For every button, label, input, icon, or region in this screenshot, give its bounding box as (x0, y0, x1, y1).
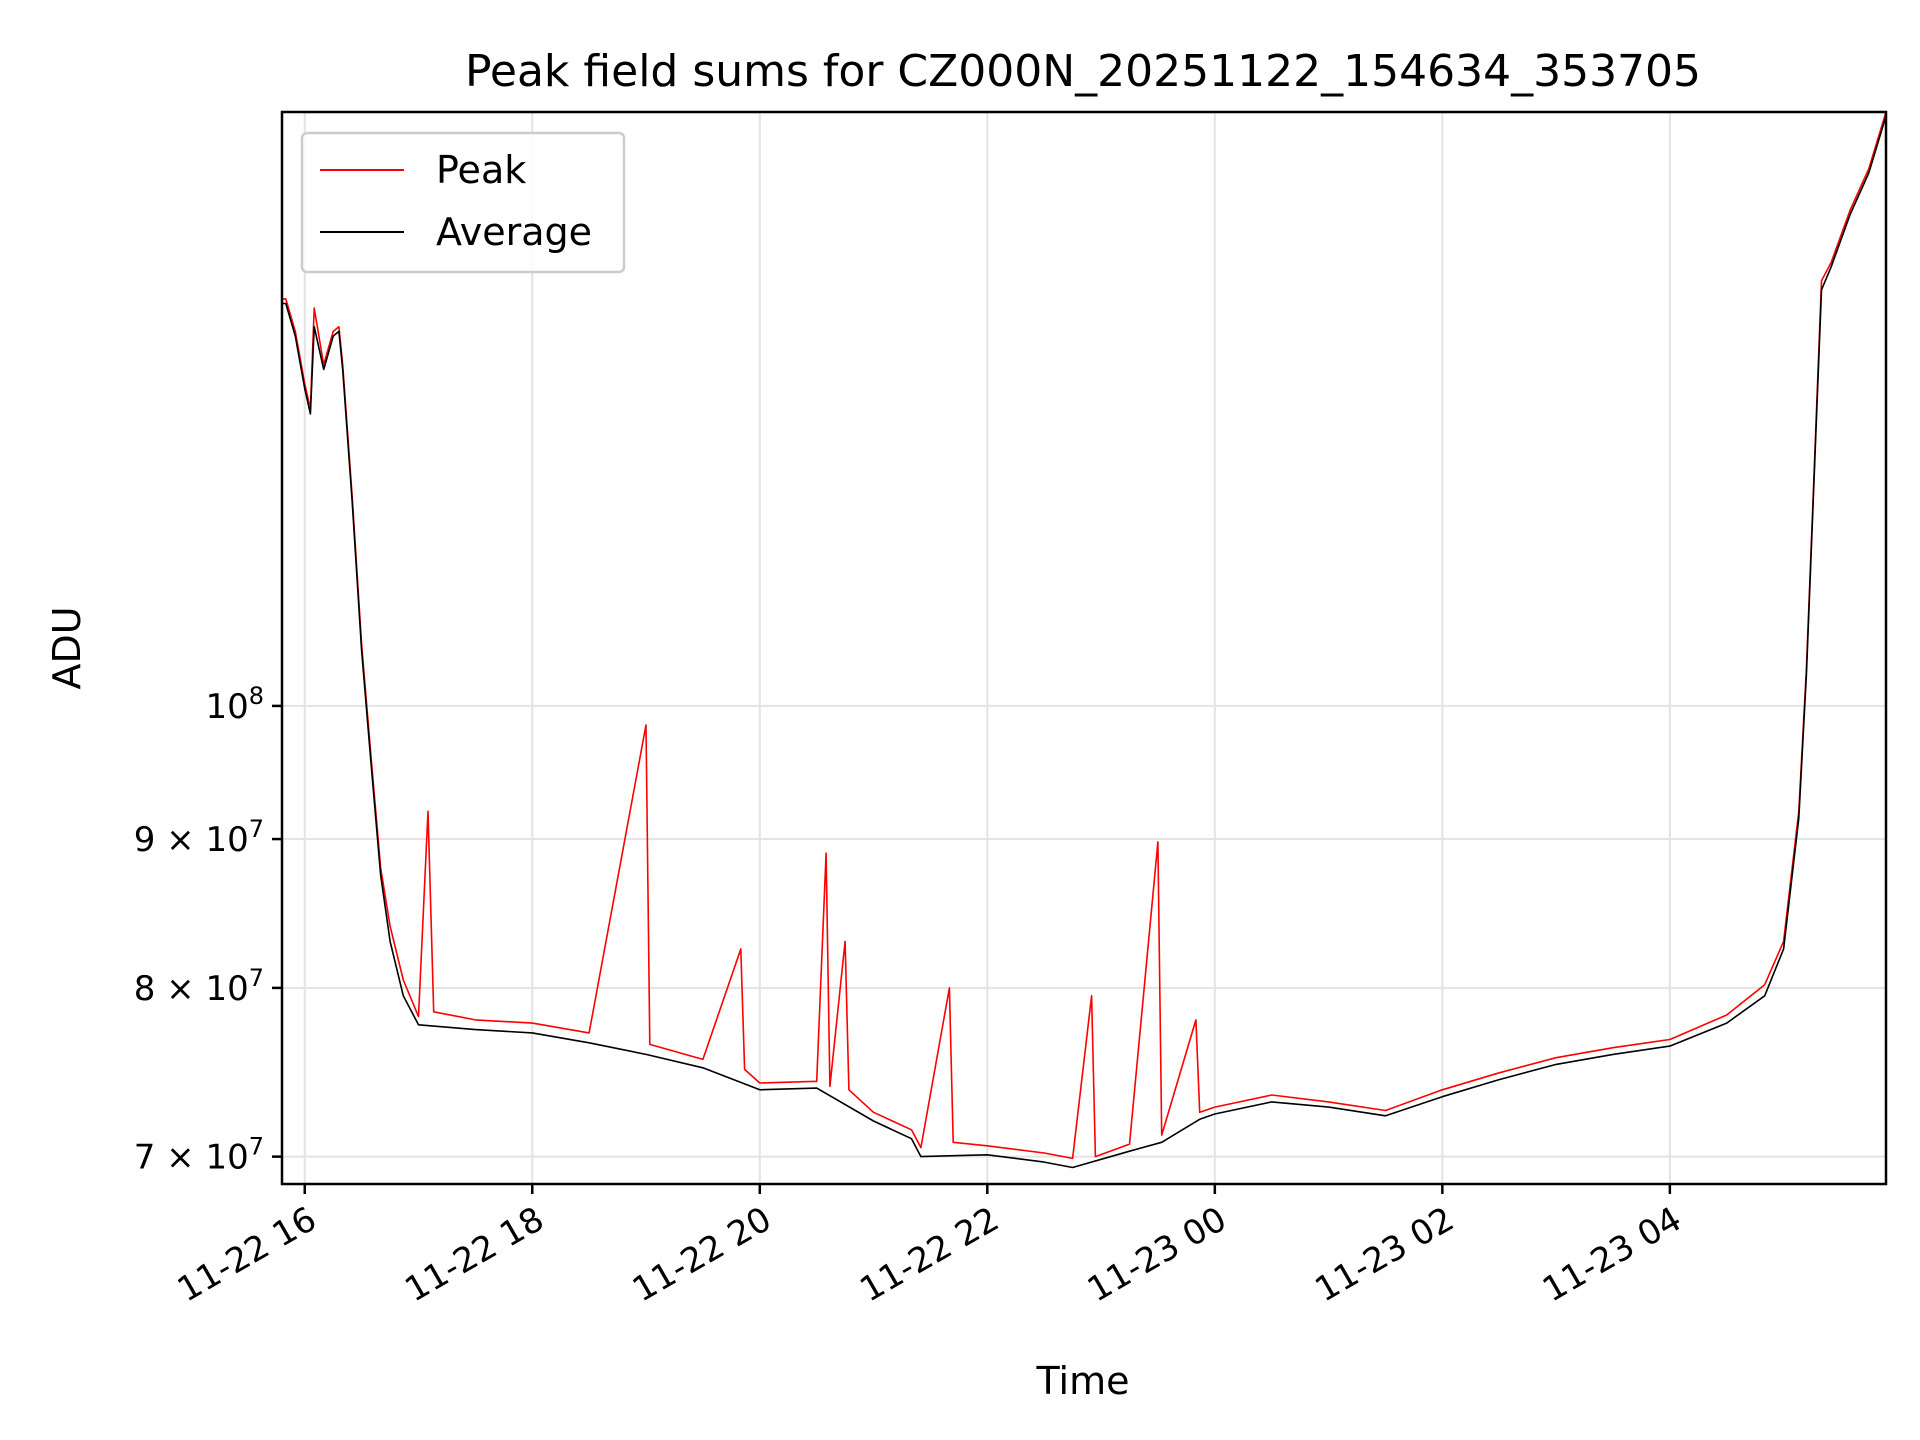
series-line-average (282, 115, 1886, 1169)
y-tick-exponent: 7 (249, 1133, 264, 1161)
y-tick-label: 7 × 107 (134, 1133, 264, 1178)
chart-title: Peak field sums for CZ000N_20251122_1546… (465, 46, 1701, 97)
grid-lines (282, 112, 1886, 1184)
x-axis-label: Time (1036, 1359, 1130, 1403)
legend: Peak Average (300, 131, 626, 274)
y-tick-base: 7 × 10 (134, 1138, 249, 1178)
x-tick-label: 11-22 16 (171, 1199, 323, 1310)
x-tick-label: 11-23 02 (1308, 1199, 1460, 1310)
x-axis: 11-22 16 11-22 18 11-22 20 11-22 22 11-23 00… (171, 1184, 1688, 1310)
y-tick-base: 10 (205, 687, 248, 727)
legend-label-peak: Peak (436, 148, 526, 192)
x-tick-label: 11-23 00 (1081, 1199, 1233, 1310)
x-tick-label: 11-22 22 (853, 1199, 1005, 1310)
y-tick-exponent: 7 (249, 815, 264, 843)
legend-label-average: Average (436, 210, 592, 254)
y-tick-label: 9 × 107 (134, 815, 264, 860)
y-tick-exponent: 8 (249, 682, 264, 710)
plot-area (282, 112, 1886, 1169)
y-tick-base: 8 × 10 (134, 969, 249, 1009)
y-tick-label: 108 (205, 682, 264, 727)
y-axis-label: ADU (45, 606, 89, 689)
y-tick-label: 8 × 107 (134, 964, 264, 1009)
y-tick-exponent: 7 (249, 964, 264, 992)
y-tick-base: 9 × 10 (134, 820, 249, 860)
x-tick-label: 11-23 04 (1536, 1199, 1688, 1310)
legend-box (300, 131, 626, 274)
x-tick-label: 11-22 18 (398, 1199, 550, 1310)
plot-frame (280, 110, 1888, 1186)
x-tick-label: 11-22 20 (626, 1199, 778, 1310)
